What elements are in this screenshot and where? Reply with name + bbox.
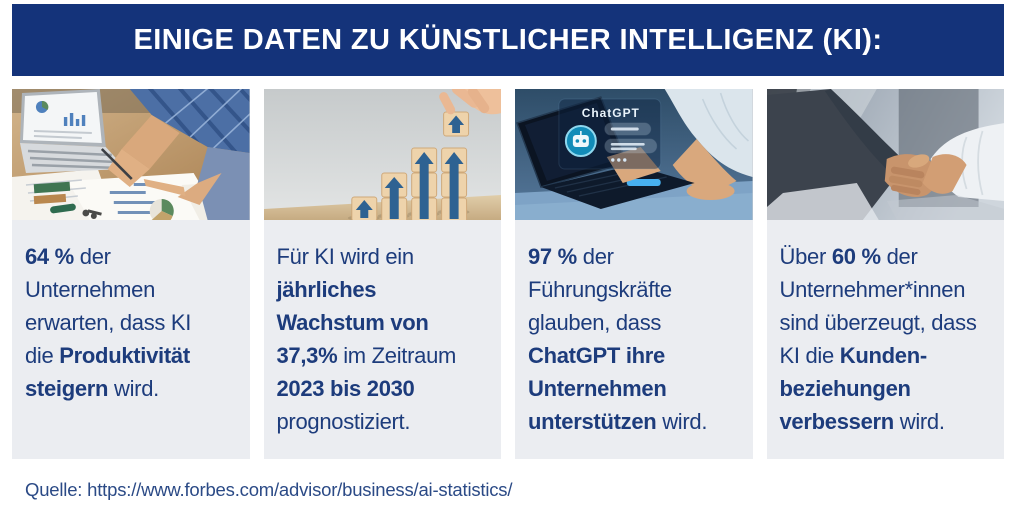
growth-blocks-photo: [263, 89, 501, 220]
paper-reflection: [766, 183, 879, 220]
footer: Quelle: https://www.forbes.com/advisor/b…: [25, 479, 512, 501]
office-teamwork-illustration: [12, 89, 250, 220]
chatgpt-laptop-illustration: ChatGPT: [515, 89, 753, 220]
right-arm: [672, 139, 737, 195]
up-arrow-icons: [355, 115, 464, 219]
card-text-customer-relations: Über 60 % der Unternehmer*innen sind übe…: [766, 220, 1004, 459]
chat-bubbles: [604, 122, 658, 162]
pointing-hand: [143, 173, 222, 205]
floor-reflection: [886, 195, 1004, 220]
handshake-photo: [766, 89, 1004, 220]
card-text-chatgpt: 97 % der Führungskräfte glauben, dass Ch…: [515, 220, 753, 459]
green-marker: [50, 203, 76, 214]
chatgpt-hologram: ChatGPT: [558, 98, 662, 170]
typing-hand: [606, 147, 661, 183]
card-text-growth: Für KI wird ein jährliches Wachstum von …: [263, 220, 501, 459]
glowing-key-bar: [626, 179, 661, 186]
chatgpt-laptop-photo: ChatGPT: [515, 89, 753, 220]
cards-row: 64 % der Unternehmen erwarten, dass KI d…: [12, 89, 1004, 459]
card-growth: Für KI wird ein jährliches Wachstum von …: [263, 89, 501, 459]
keys: [82, 209, 102, 219]
desk-edge: [515, 193, 753, 220]
card-productivity: 64 % der Unternehmen erwarten, dass KI d…: [12, 89, 250, 459]
card-text-productivity: 64 % der Unternehmen erwarten, dass KI d…: [12, 220, 250, 459]
person-shirt: [664, 89, 753, 177]
suit-shadow: [824, 89, 907, 177]
hand: [438, 89, 501, 115]
handshake-illustration: [766, 89, 1004, 220]
right-hand: [686, 182, 735, 200]
clasped-hands: [884, 154, 967, 198]
card-customer-relations: Über 60 % der Unternehmer*innen sind übe…: [766, 89, 1004, 459]
laptop: [19, 89, 126, 173]
chatgpt-label: ChatGPT: [582, 106, 640, 120]
page-title: EINIGE DATEN ZU KÜNSTLICHER INTELLIGENZ …: [133, 23, 883, 56]
header-banner: EINIGE DATEN ZU KÜNSTLICHER INTELLIGENZ …: [12, 4, 1004, 76]
hand-with-pen: [100, 115, 180, 187]
growth-blocks-illustration: [263, 89, 501, 220]
shirt-folds: [701, 92, 750, 150]
source-text: Quelle: https://www.forbes.com/advisor/b…: [25, 479, 513, 500]
office-teamwork-photo: [12, 89, 250, 220]
chatbot-icon: [564, 125, 597, 157]
suit-sleeve: [766, 89, 907, 220]
denim-sleeve: [197, 147, 250, 220]
pie-chart: [149, 198, 174, 220]
card-chatgpt: ChatGPT: [515, 89, 753, 459]
